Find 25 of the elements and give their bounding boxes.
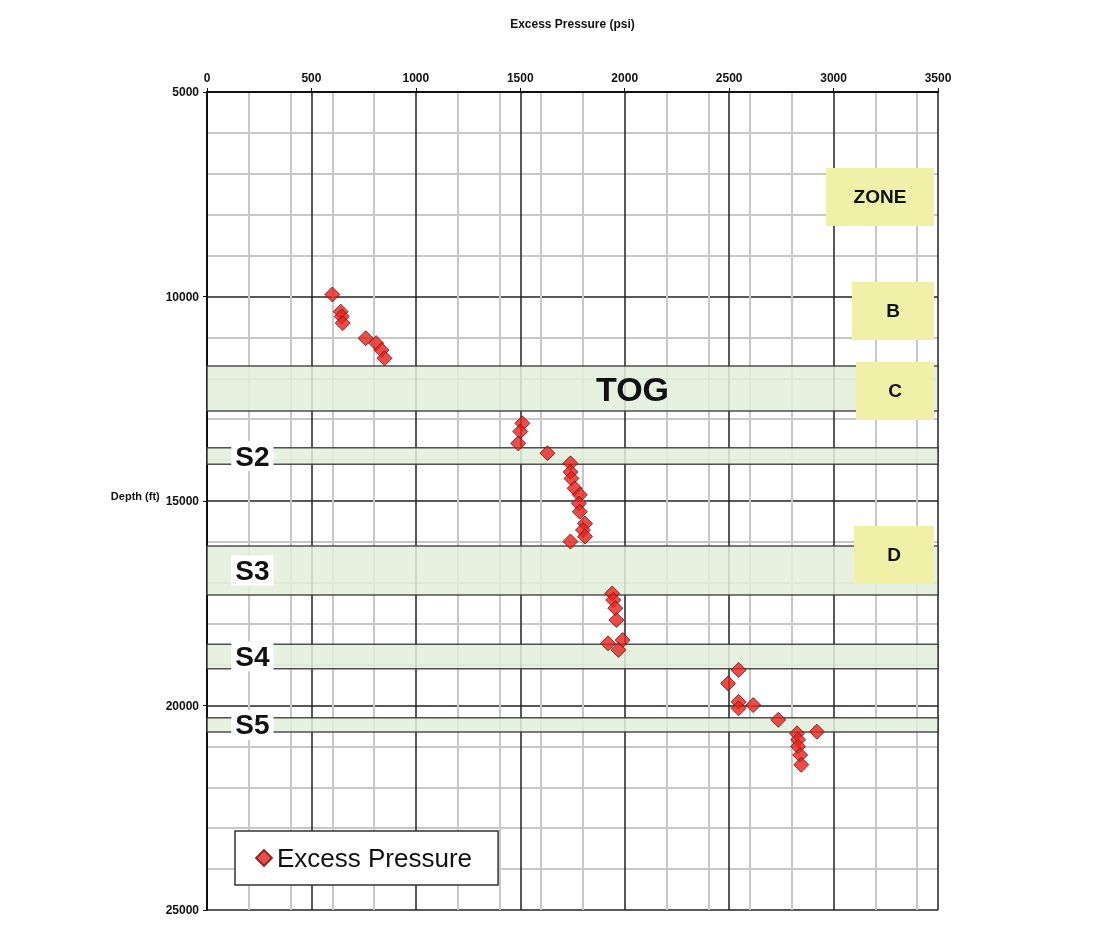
x-tick-label: 3000 <box>820 71 848 85</box>
y-axis-title: Depth (ft) <box>110 489 161 502</box>
band-label: S3 <box>235 555 270 587</box>
x-tick-label: 500 <box>301 71 322 85</box>
y-tick-label: 20000 <box>165 698 200 713</box>
label-box: C <box>856 362 934 420</box>
x-tick-label: 1500 <box>506 71 534 85</box>
x-tick-label: 0 <box>203 71 211 85</box>
x-tick-label: 3500 <box>924 71 952 85</box>
label-box: B <box>852 282 934 340</box>
x-axis-title: Excess Pressure (psi) <box>510 17 635 31</box>
band-label: S4 <box>235 640 270 672</box>
label-box: D <box>854 526 934 584</box>
label-box: ZONE <box>826 168 934 226</box>
y-tick-label: 5000 <box>172 85 200 99</box>
y-tick-label: 10000 <box>165 289 200 304</box>
x-tick-label: 2000 <box>611 71 639 85</box>
y-tick-label: 15000 <box>165 494 200 508</box>
x-tick-label: 1000 <box>402 71 430 85</box>
band-label: S2 <box>235 440 270 472</box>
band-label: S5 <box>235 709 270 741</box>
x-tick-label: 2500 <box>715 71 743 85</box>
legend-label: Excess Pressure <box>277 843 473 873</box>
band-label: TOG <box>595 369 670 408</box>
y-tick-label: 25000 <box>165 903 200 917</box>
